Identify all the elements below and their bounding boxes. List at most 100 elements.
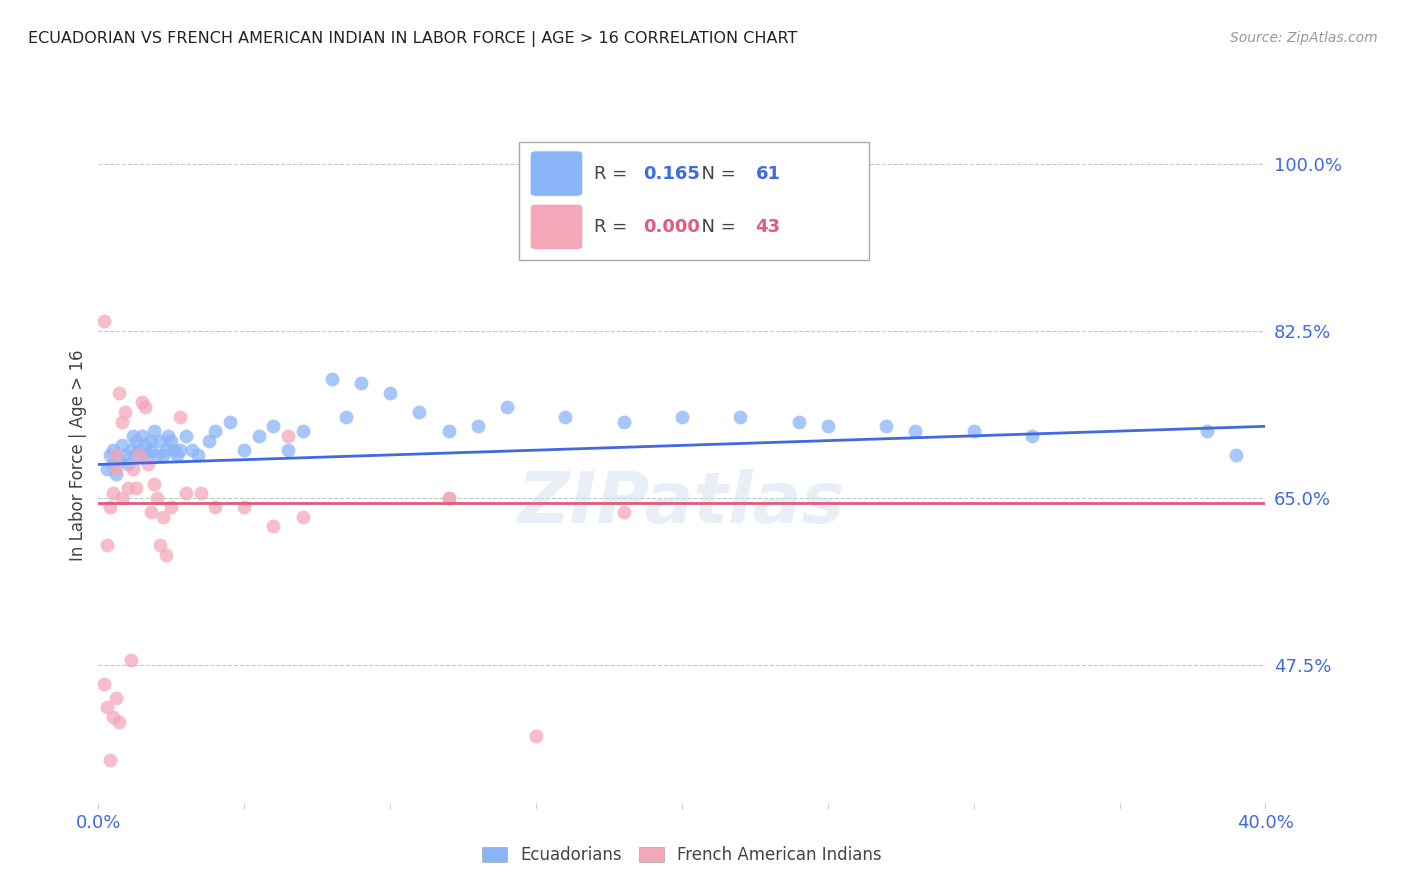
Point [136,448,159,462]
Point [122,429,145,443]
Point [108,714,131,729]
Point [101,486,124,500]
Point [104,690,127,705]
Point [904,424,927,438]
Point [93,676,115,690]
Point [233,443,256,458]
Point [104,448,127,462]
Point [101,458,124,472]
Text: 43: 43 [755,218,780,235]
Point [262,519,284,533]
Point [139,443,162,458]
Point [321,372,343,386]
FancyBboxPatch shape [519,142,869,260]
Point [139,505,162,519]
Text: 0.165: 0.165 [644,164,700,183]
Point [962,424,984,438]
Point [437,491,460,505]
Point [146,448,169,462]
Text: R =: R = [595,218,640,235]
Point [155,548,177,562]
Point [131,395,153,409]
Point [101,443,124,458]
Point [131,448,153,462]
Point [169,409,191,424]
Point [131,429,153,443]
Point [128,448,150,462]
Point [134,438,156,452]
Point [467,419,489,434]
Point [152,509,174,524]
Point [125,434,148,448]
Point [125,448,148,462]
Legend: Ecuadorians, French American Indians: Ecuadorians, French American Indians [475,839,889,871]
Point [111,491,134,505]
Point [291,424,314,438]
Point [142,476,165,491]
Point [120,443,142,458]
Point [139,434,162,448]
Point [187,448,209,462]
FancyBboxPatch shape [530,204,582,250]
Point [128,443,150,458]
Point [117,481,139,495]
Point [134,401,156,415]
Point [180,443,202,458]
Point [198,434,221,448]
Point [125,481,148,495]
Point [166,448,188,462]
Text: ECUADORIAN VS FRENCH AMERICAN INDIAN IN LABOR FORCE | AGE > 16 CORRELATION CHART: ECUADORIAN VS FRENCH AMERICAN INDIAN IN … [28,31,797,47]
Point [98,500,121,515]
Point [136,458,159,472]
Point [104,467,127,481]
Point [155,443,177,458]
Point [96,539,118,553]
Point [157,429,180,443]
Point [149,434,172,448]
Point [524,729,547,743]
Point [169,443,191,458]
Point [120,653,142,667]
Point [378,386,402,401]
Point [108,452,131,467]
Point [612,415,634,429]
Point [1195,424,1218,438]
FancyBboxPatch shape [530,151,582,196]
Point [152,448,174,462]
Point [111,438,134,452]
Point [262,419,284,434]
Point [612,505,634,519]
Point [114,405,136,419]
Point [335,409,357,424]
Point [142,424,165,438]
Point [1021,429,1043,443]
Point [437,491,460,505]
Point [174,429,197,443]
Point [101,710,124,724]
Point [350,376,373,391]
Point [160,434,183,448]
Point [247,429,270,443]
Y-axis label: In Labor Force | Age > 16: In Labor Force | Age > 16 [69,349,87,561]
Point [277,429,299,443]
Point [96,462,118,476]
Point [149,539,172,553]
Text: 61: 61 [755,164,780,183]
Point [671,409,693,424]
Text: 0.000: 0.000 [644,218,700,235]
Point [108,386,131,401]
Text: ZIPatlas: ZIPatlas [519,469,845,538]
Point [114,448,136,462]
Point [408,405,430,419]
Point [218,415,240,429]
Point [1225,448,1247,462]
Point [233,500,256,515]
Point [437,424,460,438]
Point [728,409,751,424]
Point [291,509,314,524]
Text: Source: ZipAtlas.com: Source: ZipAtlas.com [1230,31,1378,45]
Point [875,419,897,434]
Point [163,443,186,458]
Point [111,415,134,429]
Point [160,500,183,515]
